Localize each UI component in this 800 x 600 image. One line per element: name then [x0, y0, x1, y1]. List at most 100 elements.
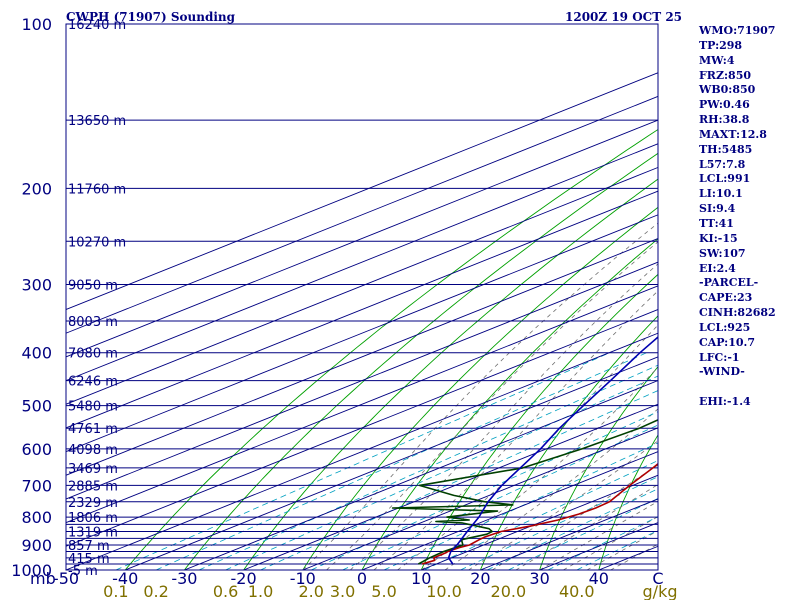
- height-label: 2885 m: [68, 479, 118, 494]
- mixing-ratio-label: 0.2: [143, 582, 168, 600]
- temperature-tick-label: 40: [589, 569, 609, 588]
- stat-line: TP:298: [699, 38, 743, 52]
- moist-adiabat: [491, 464, 658, 570]
- pressure-tick-label: 800: [21, 508, 52, 527]
- isotherm: [66, 214, 658, 453]
- pressure-tick-label: 1000: [11, 561, 52, 580]
- stat-line: PW:0.46: [699, 98, 750, 112]
- stat-line: CAPE:23: [699, 291, 753, 305]
- height-label: 857 m: [68, 539, 110, 554]
- mixing-ratio-line: [155, 352, 647, 570]
- pressure-tick-label: 100: [21, 15, 52, 34]
- temperature-tick-label: 30: [529, 569, 549, 588]
- moist-adiabat: [420, 366, 658, 570]
- pressure-tick-label: 600: [21, 440, 52, 459]
- height-label: 5480 m: [68, 400, 118, 415]
- temperature-tick-label: 10: [411, 569, 431, 588]
- stat-line: LCL:991: [699, 172, 751, 186]
- stat-line: SI:9.4: [699, 202, 736, 216]
- height-label: 8003 m: [68, 315, 118, 330]
- pressure-tick-label: 900: [21, 536, 52, 555]
- pressure-unit-label: mb: [30, 569, 56, 588]
- sounding-indices: WMO:71907 TP:298 MW:4 FRZ:850 WB0:850 PW:0.46…: [699, 24, 776, 410]
- height-label: 4098 m: [68, 443, 118, 458]
- mixing-ratio-label: 20.0: [491, 582, 527, 600]
- mixing-ratio-label: 0.6: [213, 582, 238, 600]
- pressure-tick-label: 400: [21, 344, 52, 363]
- plot-frame: [65, 23, 659, 571]
- isotherm: [66, 143, 658, 382]
- stat-line: -WIND-: [699, 365, 745, 379]
- dry-adiabat: [776, 24, 800, 570]
- stat-line: L57:7.8: [699, 157, 746, 171]
- stat-line: FRZ:850: [699, 68, 752, 82]
- stat-line: WB0:850: [699, 83, 756, 97]
- mixing-unit-label: g/kg: [643, 582, 678, 600]
- pressure-tick-label: 500: [21, 397, 52, 416]
- stat-line: RH:38.8: [699, 113, 750, 127]
- height-label: 6246 m: [68, 375, 118, 390]
- mixing-ratio-label: 0.1: [103, 582, 128, 600]
- height-label: 415 m: [68, 552, 110, 567]
- temperature-tick-label: 0: [357, 569, 367, 588]
- isotherm: [66, 166, 658, 405]
- isotherm: [125, 356, 658, 570]
- height-label: 16240 m: [68, 18, 126, 33]
- stat-line: LCL:925: [699, 320, 751, 334]
- isotherm: [302, 427, 658, 570]
- isotherm: [66, 119, 658, 358]
- mixing-ratio-label: 10.0: [426, 582, 462, 600]
- height-label: 2329 m: [68, 496, 118, 511]
- moist-adiabat: [302, 222, 658, 570]
- stat-line: LI:10.1: [699, 187, 743, 201]
- parcel-line: [447, 336, 658, 565]
- temperature-tick-label: 20: [470, 569, 490, 588]
- height-label: 10270 m: [68, 235, 126, 250]
- isotherm: [66, 309, 658, 547]
- temperature-tick-label: -20: [231, 569, 257, 588]
- temperature-unit-label: C: [652, 569, 663, 588]
- isotherm: [66, 95, 658, 334]
- sounding-time: 1200Z 19 OCT 25: [565, 10, 683, 24]
- stat-line: LFC:-1: [699, 350, 740, 364]
- isotherm: [66, 237, 658, 476]
- mixing-ratio-label: 2.0: [298, 582, 323, 600]
- isotherm: [66, 190, 658, 429]
- pressure-tick-label: 300: [21, 276, 52, 295]
- height-label: 1319 m: [68, 525, 118, 540]
- isotherm: [243, 403, 658, 570]
- mixing-ratio-label: 5.0: [371, 582, 396, 600]
- moist-adiabat: [515, 483, 658, 570]
- mixing-ratio-label: 1.0: [248, 582, 273, 600]
- stat-line: SW:107: [699, 246, 746, 260]
- stat-line: CINH:82682: [699, 306, 776, 320]
- dewpoint-line: [391, 419, 658, 565]
- height-label: -5 m: [68, 564, 98, 579]
- height-label: 11760 m: [68, 182, 126, 197]
- temperature-tick-label: -30: [171, 569, 197, 588]
- stat-line: EHI:-1.4: [699, 395, 751, 409]
- temperature-line: [421, 462, 658, 565]
- temperature-tick-label: -10: [290, 569, 316, 588]
- height-label: 3469 m: [68, 462, 118, 477]
- isotherm: [361, 451, 658, 570]
- height-label: 4761 m: [68, 422, 118, 437]
- temperature-tick-label: -50: [53, 569, 79, 588]
- temperature-tick-label: -40: [112, 569, 138, 588]
- height-label: 13650 m: [68, 114, 126, 129]
- stat-line: TT:41: [699, 216, 734, 230]
- background-lines: [66, 24, 800, 570]
- height-label: 7080 m: [68, 347, 118, 362]
- stat-line: TH:5485: [699, 142, 753, 156]
- height-label: 9050 m: [68, 279, 118, 294]
- stat-line: MAXT:12.8: [699, 127, 767, 141]
- isotherm: [66, 72, 658, 311]
- pressure-tick-label: 700: [21, 476, 52, 495]
- isotherm: [66, 332, 658, 570]
- stat-line: MW:4: [699, 53, 735, 67]
- height-label: 1806 m: [68, 511, 118, 526]
- sounding-title: CWPH (71907) Sounding: [66, 10, 236, 24]
- isotherm: [184, 380, 658, 570]
